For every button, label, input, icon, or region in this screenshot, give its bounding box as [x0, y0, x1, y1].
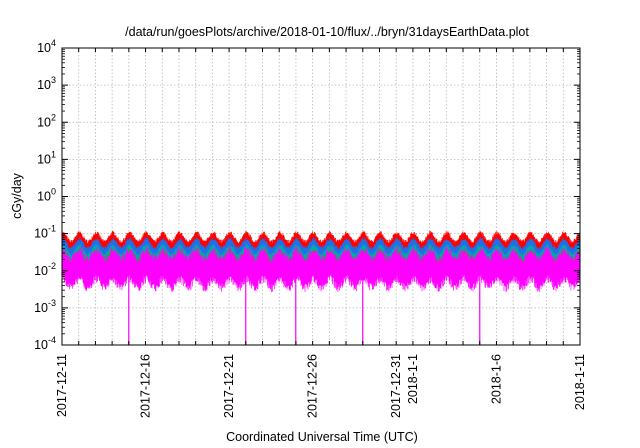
x-tick-label: 2017-12-21	[222, 354, 236, 418]
y-tick-label: 103	[37, 75, 56, 92]
x-tick-label: 2018-1-11	[573, 354, 587, 410]
x-tick-label: 2018-1-1	[406, 354, 420, 404]
plot-area	[61, 231, 581, 345]
x-axis-label: Coordinated Universal Time (UTC)	[226, 430, 418, 444]
chart-title: /data/run/goesPlots/archive/2018-01-10/f…	[125, 25, 529, 39]
y-tick-label: 10-4	[34, 335, 56, 352]
x-tick-label: 2017-12-11	[55, 354, 69, 417]
y-tick-label: 10-1	[34, 224, 56, 241]
x-tick-label: 2017-12-16	[139, 354, 153, 418]
y-axis-label: cGy/day	[10, 172, 24, 219]
x-axis: 2017-12-11 2017-12-16 2017-12-21 2017-12-26…	[55, 48, 587, 418]
y-tick-label: 10-2	[34, 261, 56, 278]
y-tick-label: 102	[37, 112, 56, 129]
x-tick-label: 2018-1-6	[489, 354, 503, 404]
x-tick-label: 2017-12-26	[306, 354, 320, 418]
y-tick-label: 101	[37, 149, 56, 166]
x-tick-label: 2017-12-31	[389, 354, 403, 418]
y-axis: 10-4 10-3 10-2 10-1 100 101 102 103 104	[34, 38, 580, 352]
y-tick-label: 100	[37, 187, 56, 204]
grid	[62, 48, 580, 345]
y-tick-label: 10-3	[34, 298, 56, 315]
y-tick-label: 104	[37, 38, 56, 55]
